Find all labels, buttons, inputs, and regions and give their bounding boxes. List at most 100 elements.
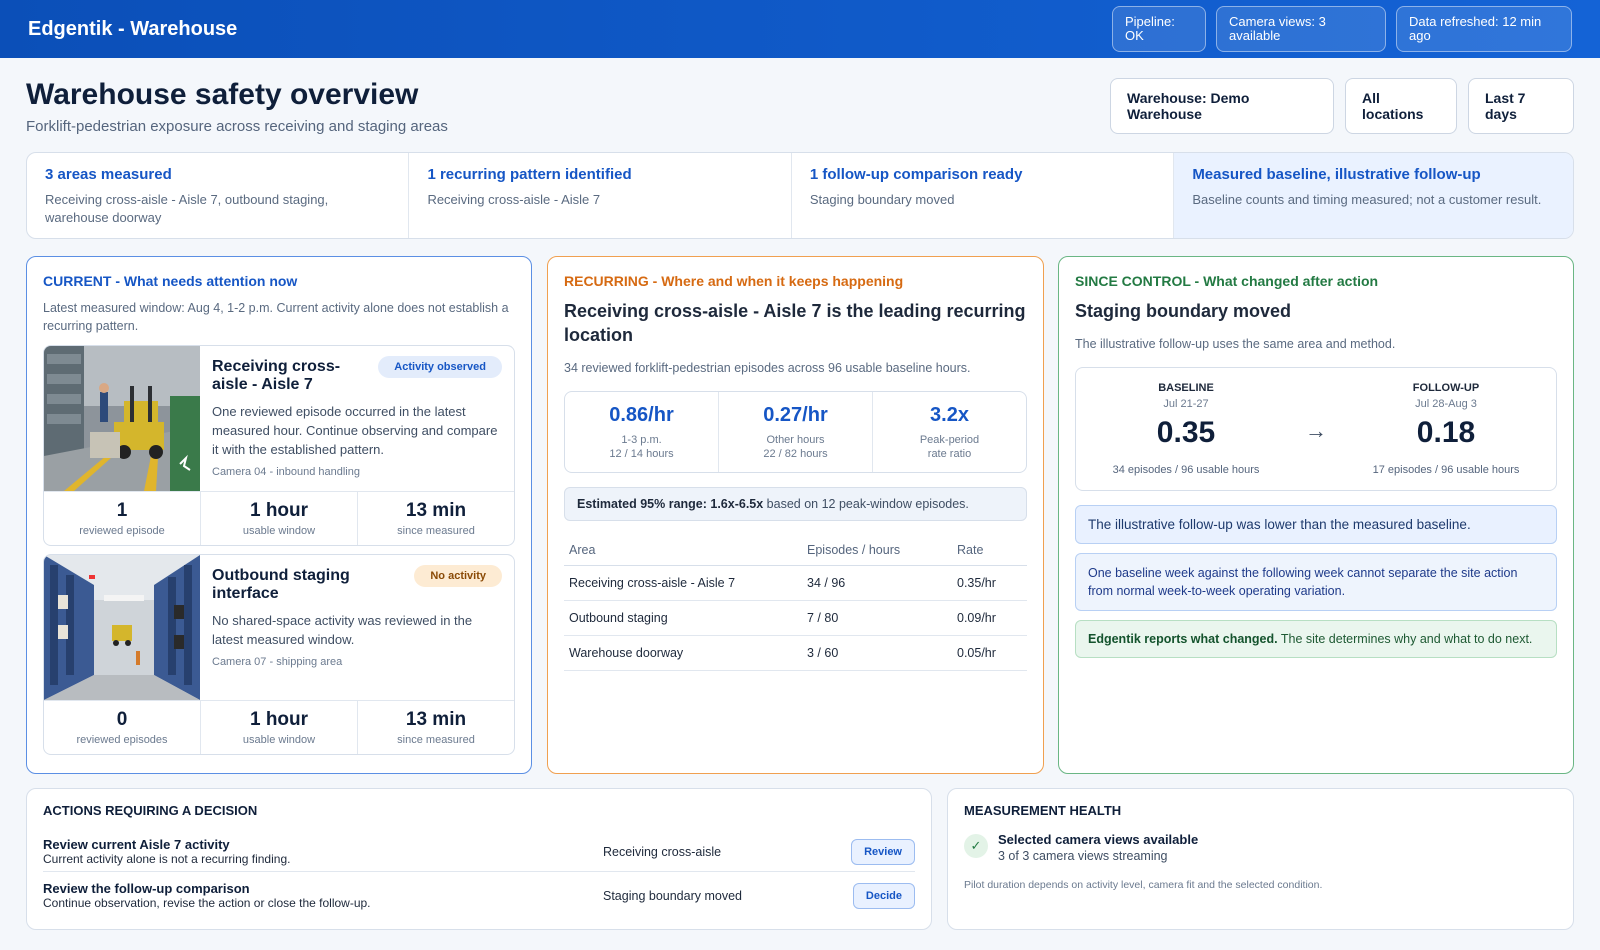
area-stats: 1 reviewed episode 1 hour usable window … xyxy=(44,491,514,545)
table-row[interactable]: Warehouse doorway 3 / 60 0.05/hr xyxy=(564,635,1027,671)
range-rest: based on 12 peak-window episodes. xyxy=(763,497,969,511)
arrow-right-icon: → xyxy=(1305,418,1327,443)
camera-label: Camera 04 - inbound handling xyxy=(212,466,360,478)
health-title: Selected camera views available xyxy=(998,832,1199,847)
health-subtitle: 3 of 3 camera views streaming xyxy=(998,849,1168,863)
table-cell: 0.35/hr xyxy=(952,565,1027,601)
table-cell: 0.05/hr xyxy=(952,635,1027,671)
summary-title: Measured baseline, illustrative follow-u… xyxy=(1192,166,1481,183)
page-title: Warehouse safety overview xyxy=(26,78,419,111)
stat-value: 1 hour xyxy=(249,709,309,730)
variation-caveat-note: One baseline week against the following … xyxy=(1075,553,1557,611)
note-rest: The site determines why and what to do n… xyxy=(1277,632,1533,646)
top-bar: Edgentik - Warehouse Pipeline: OK Camera… xyxy=(0,0,1600,58)
rate-value: 0.27/hr xyxy=(763,404,828,426)
area-rate-table: Area Episodes / hours Rate Receiving cro… xyxy=(564,535,1027,671)
area-description: No shared-space activity was reviewed in… xyxy=(212,613,473,647)
rate-peak: 0.86/hr 1-3 p.m. 12 / 14 hours xyxy=(565,392,719,472)
area-card-outbound-staging[interactable]: Outbound staging interface No activity N… xyxy=(43,554,515,755)
date-range-filter[interactable]: Last 7 days xyxy=(1468,78,1574,134)
summary-title: 3 areas measured xyxy=(45,166,172,183)
current-note: Latest measured window: Aug 4, 1-2 p.m. … xyxy=(43,301,509,333)
locations-filter[interactable]: All locations xyxy=(1345,78,1457,134)
rate-label: Other hours xyxy=(766,434,825,446)
summary-recurring-pattern: 1 recurring pattern identified Receiving… xyxy=(409,153,792,238)
decide-button[interactable]: Decide xyxy=(852,883,915,909)
status-pills: Pipeline: OK Camera views: 3 available D… xyxy=(1112,6,1572,52)
column-header: Episodes / hours xyxy=(802,535,952,566)
summary-strip: 3 areas measured Receiving cross-aisle -… xyxy=(26,152,1574,239)
rate-summary: 0.86/hr 1-3 p.m. 12 / 14 hours 0.27/hr O… xyxy=(564,391,1027,473)
table-cell: 3 / 60 xyxy=(802,635,952,671)
recurring-heading: RECURRING - Where and when it keeps happ… xyxy=(564,273,904,289)
stat-value: 1 xyxy=(116,500,128,521)
table-cell: Outbound staging xyxy=(564,600,802,636)
rate-label: rate ratio xyxy=(927,448,972,460)
review-button[interactable]: Review xyxy=(851,838,915,865)
warehouse-filter[interactable]: Warehouse: Demo Warehouse xyxy=(1110,78,1334,134)
followup-footnote: 17 episodes / 96 usable hours xyxy=(1372,464,1520,476)
stat-since-measured: 13 min since measured xyxy=(358,492,514,545)
camera-label: Camera 07 - shipping area xyxy=(212,656,343,668)
followup-date: Jul 28-Aug 3 xyxy=(1415,398,1477,410)
summary-baseline-note: Measured baseline, illustrative follow-u… xyxy=(1174,153,1573,238)
note-bold: Edgentik reports what changed. xyxy=(1088,632,1278,646)
rate-label: 22 / 82 hours xyxy=(763,448,828,460)
check-icon: ✓ xyxy=(964,834,988,858)
estimated-range-box: Estimated 95% range: 1.6x-6.5x based on … xyxy=(564,487,1027,521)
stat-label: since measured xyxy=(397,525,475,537)
baseline-column: BASELINE Jul 21-27 0.35 34 episodes / 96… xyxy=(1076,382,1296,476)
warehouse-racks-image xyxy=(44,555,200,700)
table-cell: Warehouse doorway xyxy=(564,635,802,671)
actions-panel: ACTIONS REQUIRING A DECISION Review curr… xyxy=(26,788,932,930)
stat-value: 13 min xyxy=(405,500,467,521)
rate-value: 0.86/hr xyxy=(609,404,674,426)
range-bold: Estimated 95% range: 1.6x-6.5x xyxy=(577,497,764,511)
recurring-panel: RECURRING - Where and when it keeps happ… xyxy=(547,256,1044,774)
stat-label: usable window xyxy=(242,525,316,537)
action-subtitle: Continue observation, revise the action … xyxy=(43,896,371,910)
action-title: Review current Aisle 7 activity xyxy=(43,836,230,852)
table-cell: Receiving cross-aisle - Aisle 7 xyxy=(564,565,802,601)
baseline-footnote: 34 episodes / 96 usable hours xyxy=(1112,464,1260,476)
table-header-row: Area Episodes / hours Rate xyxy=(564,535,1027,566)
summary-areas-measured: 3 areas measured Receiving cross-aisle -… xyxy=(27,153,410,238)
health-heading: MEASUREMENT HEALTH xyxy=(964,803,1122,818)
action-area: Staging boundary moved xyxy=(603,889,742,903)
followup-lower-note: The illustrative follow-up was lower tha… xyxy=(1075,505,1557,544)
area-description: One reviewed episode occurred in the lat… xyxy=(212,404,498,457)
health-status: ✓ Selected camera views available 3 of 3… xyxy=(964,832,1557,863)
current-heading: CURRENT - What needs attention now xyxy=(43,273,298,289)
recurring-note: 34 reviewed forklift-pedestrian episodes… xyxy=(564,361,971,375)
action-row: Review current Aisle 7 activity Current … xyxy=(43,832,915,872)
stat-usable-window: 1 hour usable window xyxy=(201,492,358,545)
stat-reviewed-episodes: 1 reviewed episode xyxy=(44,492,201,545)
status-badge: No activity xyxy=(414,565,502,587)
baseline-label: BASELINE xyxy=(1158,382,1214,394)
table-row[interactable]: Outbound staging 7 / 80 0.09/hr xyxy=(564,600,1027,636)
camera-thumbnail[interactable] xyxy=(44,346,200,491)
summary-follow-up: 1 follow-up comparison ready Staging bou… xyxy=(792,153,1175,238)
app-title: Edgentik - Warehouse xyxy=(28,17,238,40)
column-header: Rate xyxy=(952,535,1027,566)
summary-text: Baseline counts and timing measured; not… xyxy=(1192,192,1542,207)
followup-label: FOLLOW-UP xyxy=(1412,382,1480,394)
summary-text: Receiving cross-aisle - Aisle 7, outboun… xyxy=(45,192,329,225)
area-card-aisle-7[interactable]: Receiving cross-aisle - Aisle 7 Activity… xyxy=(43,345,515,546)
stat-value: 0 xyxy=(116,709,128,730)
summary-title: 1 recurring pattern identified xyxy=(427,166,632,183)
followup-value: 0.18 xyxy=(1416,416,1476,449)
camera-thumbnail[interactable] xyxy=(44,555,200,700)
actions-heading: ACTIONS REQUIRING A DECISION xyxy=(43,803,258,818)
stat-since-measured: 13 min since measured xyxy=(358,701,514,754)
summary-text: Receiving cross-aisle - Aisle 7 xyxy=(427,192,601,207)
stat-label: reviewed episodes xyxy=(76,734,168,746)
control-note: The illustrative follow-up uses the same… xyxy=(1075,337,1396,351)
stat-label: since measured xyxy=(397,734,475,746)
stat-value: 13 min xyxy=(405,709,467,730)
status-badge: Activity observed xyxy=(378,356,502,378)
rate-value: 3.2x xyxy=(930,404,969,426)
control-title: Staging boundary moved xyxy=(1075,301,1292,321)
action-title: Review the follow-up comparison xyxy=(43,881,250,896)
table-row[interactable]: Receiving cross-aisle - Aisle 7 34 / 96 … xyxy=(564,565,1027,601)
